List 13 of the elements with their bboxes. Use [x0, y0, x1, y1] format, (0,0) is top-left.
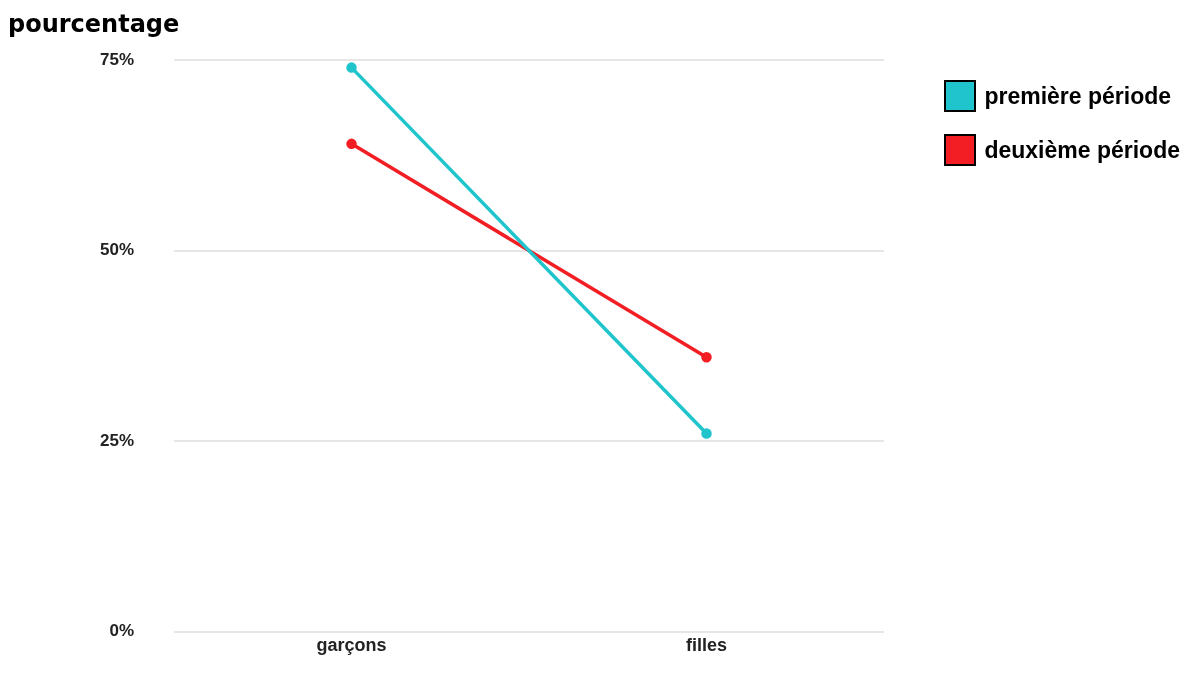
- point: [346, 62, 357, 73]
- x-tick-label: filles: [685, 634, 728, 655]
- legend-label: deuxième période: [984, 136, 1180, 164]
- y-tick-label: 25%: [99, 430, 135, 450]
- point: [701, 352, 712, 363]
- y-tick-label: 0%: [109, 621, 135, 641]
- y-axis-title: pourcentage: [8, 10, 180, 38]
- x-tick-label: garçons: [316, 634, 387, 655]
- y-tick-label: 50%: [99, 240, 135, 260]
- point: [346, 138, 357, 150]
- legend-label: première période: [984, 82, 1172, 110]
- y-tick-label: 75%: [99, 49, 135, 69]
- point: [701, 428, 712, 439]
